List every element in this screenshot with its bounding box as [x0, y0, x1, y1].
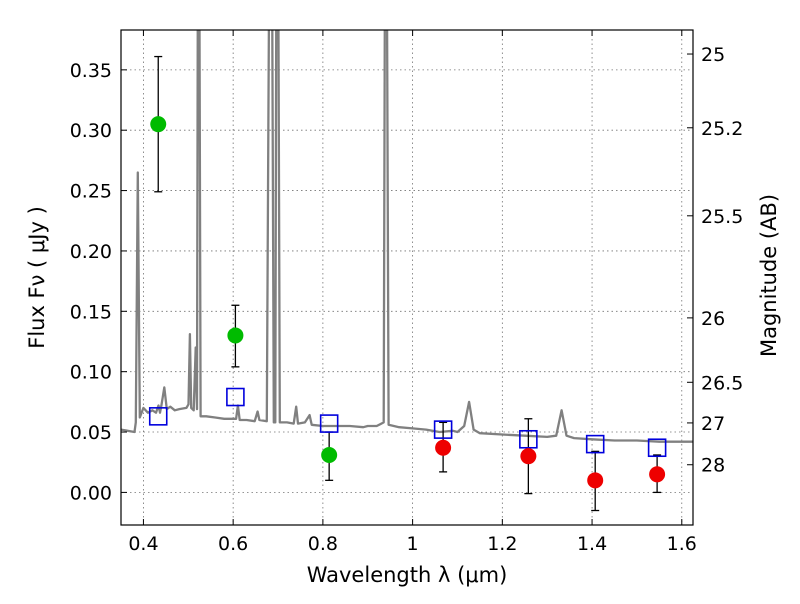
axis-ticks — [121, 30, 693, 525]
model-photometry-square — [433, 420, 453, 439]
grid-lines — [121, 30, 693, 525]
y2-tick-label: 27 — [701, 413, 725, 435]
model-photometry-square — [319, 414, 339, 433]
observed-flux-point — [587, 472, 604, 489]
model-photometry-square — [226, 387, 245, 407]
model-photometry-square — [148, 407, 168, 426]
observed-flux-point — [227, 327, 244, 344]
y2-tick-label: 28 — [701, 455, 725, 477]
x-tick-label: 0.8 — [308, 533, 338, 555]
y-tick-labels: 0.00 0.05 0.10 0.15 0.20 0.25 0.30 0.35 — [70, 60, 112, 505]
model-spectrum-layer — [121, 30, 693, 443]
y-axis-label: Flux Fν ( μJy ) — [25, 206, 49, 349]
observed-point-layer — [150, 116, 666, 489]
y2-tick-label: 25.5 — [701, 206, 743, 228]
x-tick-label: 0.4 — [128, 533, 158, 555]
x-tick-label: 1.2 — [487, 533, 517, 555]
y2-tick-label: 26 — [701, 308, 725, 330]
y-tick-label: 0.15 — [70, 301, 112, 323]
x-tick-label: 1 — [407, 533, 419, 555]
y-tick-label: 0.10 — [70, 362, 112, 384]
plot-frame — [120, 29, 694, 526]
x-tick-labels: 0.4 0.6 0.8 1 1.2 1.4 1.6 — [128, 533, 697, 555]
y2-tick-label: 26.5 — [701, 372, 743, 394]
y-tick-label: 0.25 — [70, 181, 112, 203]
x-tick-label: 1.6 — [667, 533, 697, 555]
observed-flux-point — [321, 446, 338, 463]
model-photometry-square — [585, 434, 605, 454]
y-tick-label: 0.30 — [70, 120, 112, 142]
observed-flux-point — [435, 439, 452, 456]
y2-tick-label: 25.2 — [701, 118, 743, 140]
y-tick-label: 0.00 — [70, 482, 112, 504]
observed-flux-point — [150, 116, 167, 133]
y2-tick-label: 25 — [701, 44, 725, 66]
model-square-layer — [148, 387, 667, 458]
y2-axis-label: Magnitude (AB) — [757, 194, 781, 357]
x-tick-label: 1.4 — [577, 533, 607, 555]
y2-tick-labels: 25 25.2 25.5 26 26.5 27 28 — [701, 44, 743, 477]
observed-flux-point — [649, 466, 666, 483]
y-tick-label: 0.05 — [70, 422, 112, 444]
error-bar-layer — [154, 55, 662, 512]
x-tick-label: 0.6 — [218, 533, 248, 555]
model-photometry-square — [647, 438, 667, 458]
y-tick-label: 0.20 — [70, 241, 112, 263]
model-spectrum-line — [121, 30, 693, 443]
model-photometry-square — [519, 429, 538, 449]
observed-flux-point — [520, 448, 537, 465]
y-tick-label: 0.35 — [70, 60, 112, 82]
x-axis-label: Wavelength λ (μm) — [307, 563, 508, 587]
